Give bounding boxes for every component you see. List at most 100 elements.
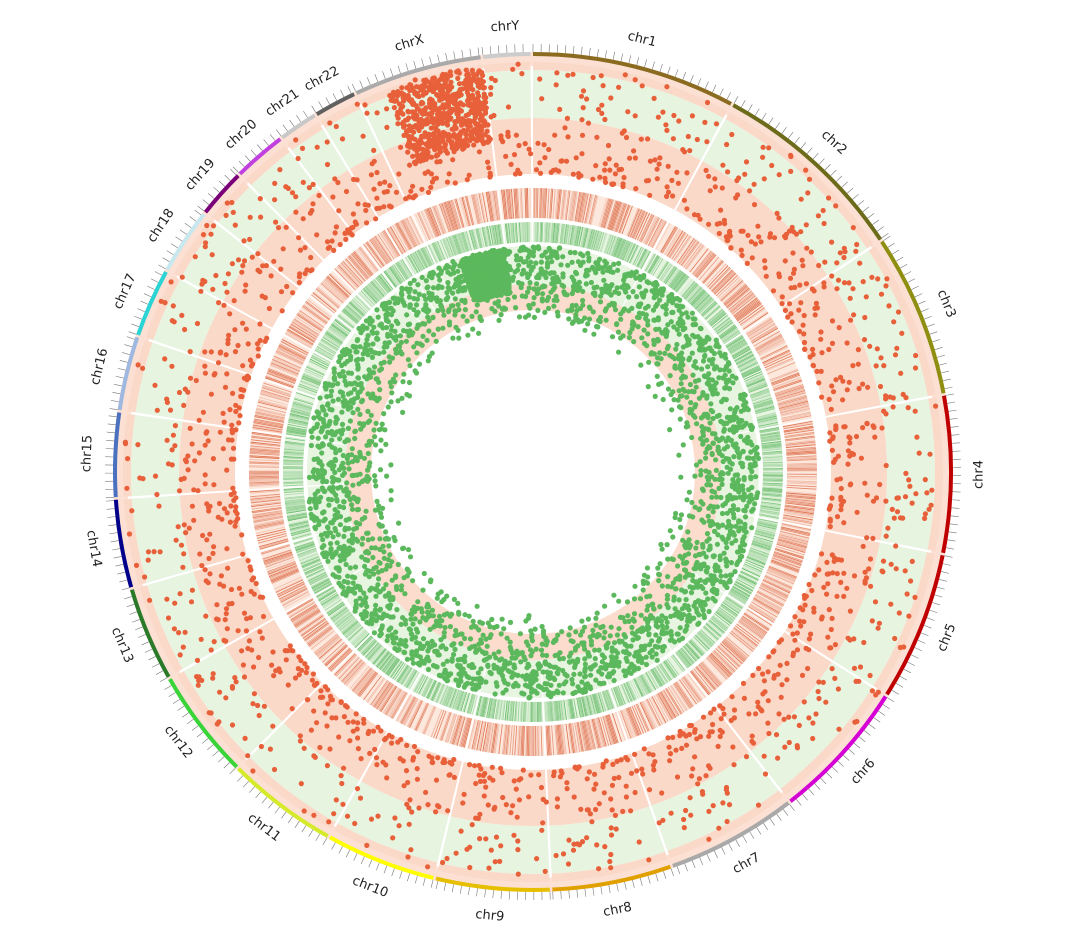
- scatter-point: [554, 274, 560, 280]
- heatmap-cell: [536, 188, 539, 219]
- ideogram-tick: [274, 806, 280, 814]
- scatter-point: [569, 259, 575, 265]
- ideogram-tick: [461, 49, 464, 58]
- ideogram-tick: [332, 93, 338, 101]
- scatter-point: [846, 280, 852, 286]
- heatmap-cell: [541, 188, 544, 219]
- scatter-point: [474, 95, 481, 101]
- ideogram-tick: [207, 744, 214, 750]
- scatter-point: [439, 73, 445, 79]
- scatter-point: [681, 197, 688, 203]
- scatter-point: [537, 170, 544, 176]
- scatter-point: [798, 623, 804, 629]
- chromosome-label-chr6: chr6: [848, 756, 879, 788]
- scatter-point: [457, 86, 463, 93]
- scatter-point: [180, 564, 186, 570]
- scatter-point: [720, 800, 726, 806]
- heatmap-cell: [771, 374, 801, 386]
- scatter-point: [422, 82, 428, 88]
- scatter-outer-band-inner: [490, 118, 532, 177]
- scatter-point: [683, 742, 690, 748]
- heatmap-cell: [779, 405, 810, 414]
- heatmap-cell: [785, 436, 815, 442]
- scatter-point: [262, 295, 268, 301]
- scatter-point: [583, 281, 589, 287]
- scatter-point: [806, 636, 813, 642]
- scatter-point: [704, 99, 711, 106]
- scatter-point: [771, 675, 777, 681]
- scatter-point: [428, 171, 434, 177]
- scatter-point: [743, 754, 750, 760]
- heatmap-cell: [768, 566, 797, 579]
- scatter-point: [645, 136, 651, 142]
- scatter-point: [354, 786, 361, 792]
- scatter-point: [229, 600, 235, 607]
- scatter-point: [194, 657, 201, 664]
- scatter-point: [849, 450, 855, 457]
- ideogram-tick: [109, 408, 118, 411]
- scatter-point: [830, 434, 836, 440]
- scatter-point: [374, 195, 380, 201]
- heatmap-cell: [679, 679, 697, 705]
- scatter-point: [614, 758, 620, 765]
- ideogram-tick: [781, 126, 787, 134]
- ideogram-tick: [858, 736, 866, 743]
- scatter-point: [892, 635, 898, 642]
- scatter-point: [436, 145, 443, 151]
- scatter-point: [776, 271, 782, 277]
- scatter-point: [210, 456, 216, 462]
- scatter-point: [840, 397, 846, 403]
- scatter-point: [775, 755, 781, 761]
- ideogram-tick: [841, 181, 848, 188]
- scatter-point: [577, 285, 583, 291]
- scatter-point: [273, 668, 279, 674]
- ideogram-tick: [244, 155, 251, 162]
- heatmap-cell: [780, 409, 811, 417]
- scatter-point: [603, 758, 609, 764]
- scatter-point: [350, 728, 356, 734]
- heatmap-cell: [725, 637, 749, 658]
- heatmap-cell: [527, 725, 530, 756]
- scatter-point: [602, 287, 608, 293]
- scatter-point: [390, 835, 396, 841]
- scatter-point: [230, 445, 237, 451]
- scatter-point: [841, 570, 847, 576]
- scatter-point: [191, 517, 197, 523]
- scatter-point: [463, 112, 469, 119]
- heatmap-cell: [672, 683, 690, 710]
- heatmap-cell: [504, 724, 509, 755]
- scatter-point: [822, 259, 828, 265]
- heatmap-cell: [514, 725, 518, 756]
- heatmap-cell: [732, 628, 757, 649]
- ideogram-tick: [143, 293, 152, 298]
- scatter-point: [535, 140, 541, 146]
- scatter-point: [578, 93, 585, 99]
- scatter-point: [825, 581, 831, 587]
- heatmap-cell: [784, 507, 815, 514]
- scatter-point: [329, 715, 335, 721]
- scatter-point: [790, 270, 797, 276]
- scatter-point: [756, 234, 762, 240]
- heatmap-cell: [601, 198, 611, 228]
- ideogram-tick: [740, 100, 746, 108]
- ideogram-tick: [159, 677, 168, 683]
- scatter-point: [364, 110, 370, 116]
- heatmap-cell: [626, 707, 639, 737]
- scatter-point: [398, 144, 404, 150]
- chromosome-arc-chr15: [113, 412, 122, 498]
- scatter-point: [415, 152, 421, 159]
- scatter-point: [176, 389, 183, 396]
- scatter-point: [790, 250, 796, 256]
- scatter-point: [464, 89, 470, 95]
- scatter-point: [749, 255, 755, 261]
- scatter-point: [258, 743, 264, 750]
- heatmap-cell: [719, 644, 742, 666]
- scatter-outer-band-outer: [244, 757, 336, 830]
- scatter-point: [924, 490, 930, 496]
- scatter-point: [570, 847, 577, 853]
- ideogram-tick: [670, 868, 674, 877]
- scatter-point: [381, 204, 387, 210]
- scatter-point: [266, 305, 272, 312]
- heatmap-cell: [743, 613, 769, 632]
- scatter-point: [670, 734, 676, 741]
